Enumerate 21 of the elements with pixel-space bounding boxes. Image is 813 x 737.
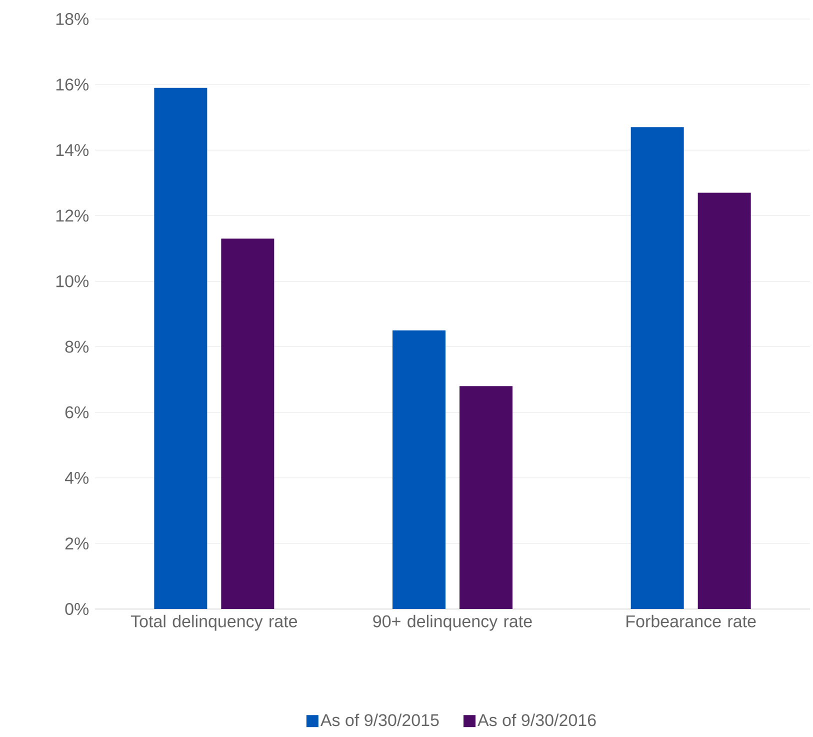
bar [630, 127, 684, 609]
y-tick-label: 4% [64, 472, 89, 484]
x-tick-label: Total delinquency rate [130, 614, 298, 631]
y-tick-label: 8% [65, 340, 89, 353]
y-tick-label: 2% [65, 537, 89, 550]
y-tick-label: 14% [56, 144, 89, 156]
y-tick-label: 6% [65, 406, 89, 418]
y-tick-label: 18% [56, 12, 89, 26]
legend-label: As of 9/30/2016 [478, 714, 596, 726]
bar [460, 386, 513, 609]
bar [698, 192, 751, 609]
bar [392, 330, 446, 609]
x-tick-label: 90+ delinquency rate [373, 614, 532, 631]
bar [221, 238, 274, 609]
x-tick-label: Forbearance rate [626, 614, 756, 628]
y-tick-label: 16% [56, 78, 89, 91]
bar [154, 88, 208, 609]
legend-label: As of 9/30/2015 [320, 714, 439, 726]
y-tick-label: 10% [56, 275, 89, 288]
y-tick-label: 0% [65, 602, 89, 616]
y-tick-label: 12% [56, 210, 89, 222]
